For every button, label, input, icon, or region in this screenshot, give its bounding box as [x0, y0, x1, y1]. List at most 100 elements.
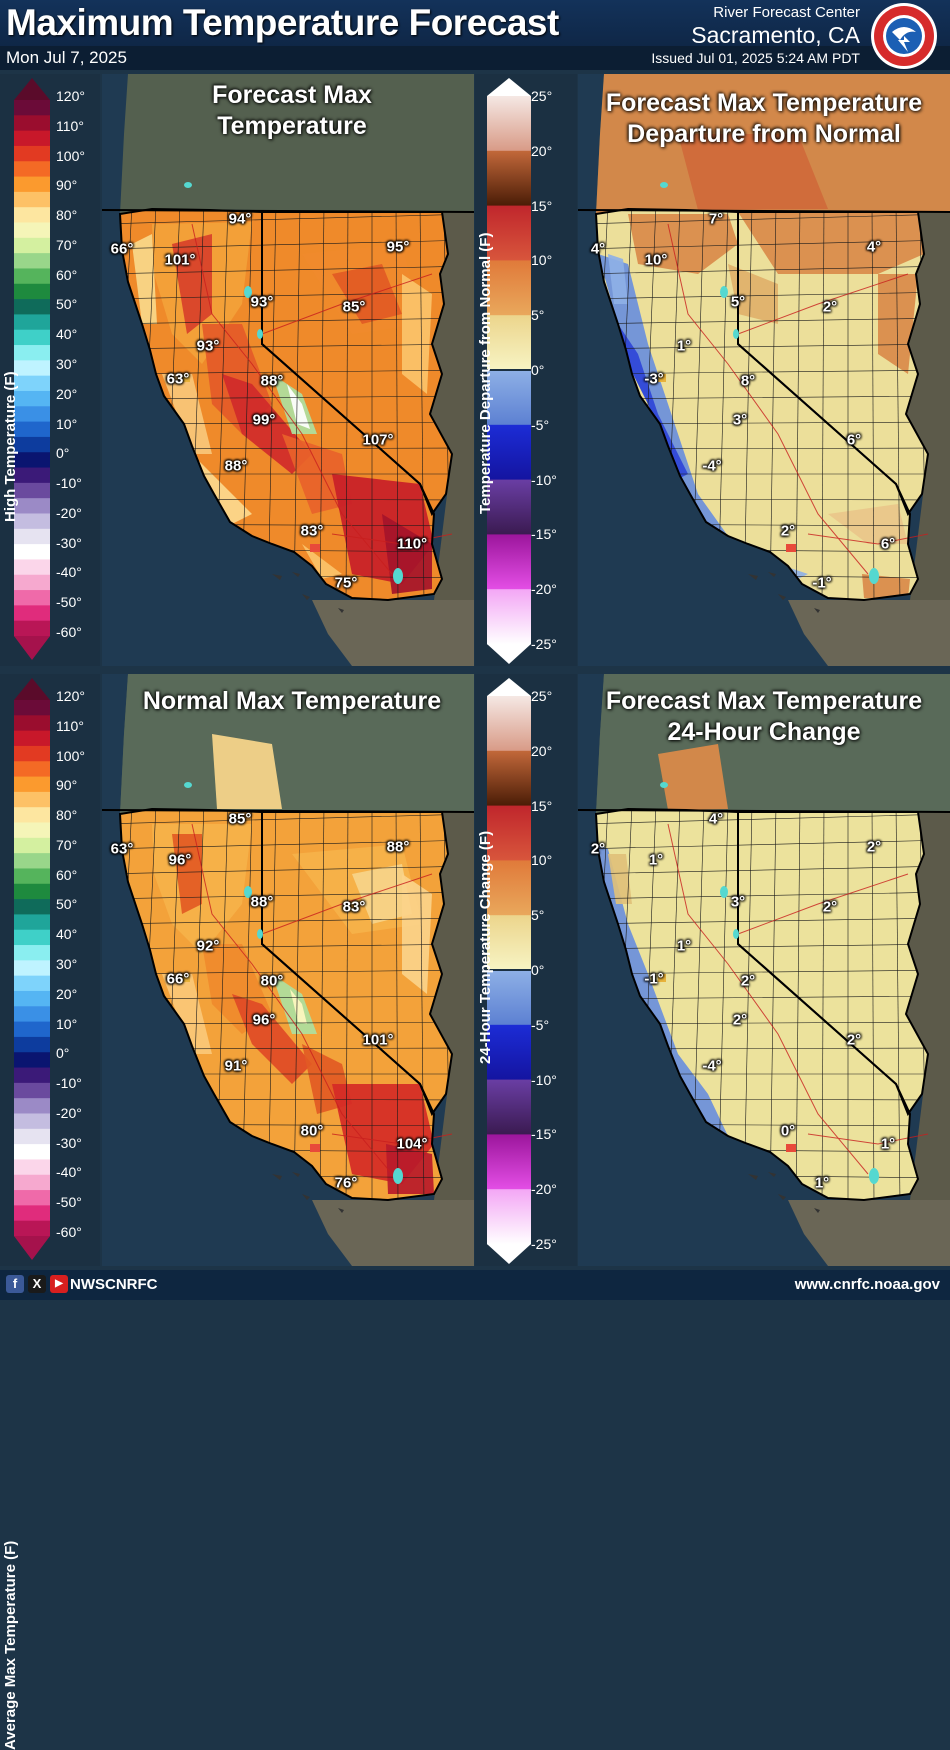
high-temp-segment	[14, 406, 50, 423]
change-tick-label: 20°	[531, 742, 553, 759]
average-temp-tick-label: -20°	[56, 1104, 82, 1121]
temperature-value-label: 2°	[732, 1011, 748, 1029]
average-temp-segment	[14, 700, 50, 716]
website-link[interactable]: www.cnrfc.noaa.gov	[794, 1276, 940, 1293]
high-temp-tick-label: 90°	[56, 177, 78, 194]
temperature-zone	[162, 374, 212, 454]
x-icon[interactable]: X	[28, 1275, 46, 1293]
office-city: Sacramento, CA	[691, 22, 860, 48]
temperature-zone	[162, 974, 212, 1054]
los-angeles-marker	[310, 1144, 320, 1152]
channel-island	[814, 608, 820, 613]
temperature-value-label: 3°	[730, 893, 746, 911]
temperature-value-label: 95°	[386, 238, 410, 256]
average-temp-segment	[14, 1128, 50, 1145]
los-angeles-marker	[786, 544, 796, 552]
temperature-value-label: 83°	[342, 898, 366, 916]
high-temp-segment	[14, 299, 50, 315]
high-temp-colorbar	[14, 78, 50, 660]
temperature-value-label: 104°	[396, 1135, 428, 1153]
bay-area-marker	[658, 974, 666, 982]
channel-island	[302, 1194, 310, 1200]
high-temp-tick-label: 100°	[56, 147, 85, 164]
facebook-icon[interactable]: f	[6, 1275, 24, 1293]
high-temp-segment	[14, 191, 50, 208]
channel-island	[272, 574, 282, 580]
bay-area-marker	[658, 374, 666, 382]
departure-segment	[487, 589, 531, 645]
social-handle[interactable]: NWSCNRFC	[70, 1276, 158, 1293]
change-tick-label: -5°	[531, 1016, 550, 1033]
high-temp-segment	[14, 467, 50, 484]
change-tick-label: 25°	[531, 688, 553, 704]
temperature-value-label: 4°	[866, 238, 882, 256]
average-temp-legend: 120° 110° 100° 90° 80° 70° 60° 50° 40° 30° 20° 10° 0…	[0, 674, 100, 1750]
change-segment	[487, 1134, 531, 1190]
lake-tahoe	[720, 886, 728, 898]
channel-island	[272, 1174, 282, 1180]
channel-island	[778, 594, 786, 600]
departure-legend: 25° 20° 15° 10° 5° 0° -5° -10° -15° -20° -25° Temp…	[475, 74, 577, 666]
temperature-value-label: 7°	[708, 210, 724, 228]
change-segment	[487, 970, 531, 1026]
high-temp-tick-label: 40°	[56, 326, 78, 343]
temperature-value-label: -4°	[702, 1057, 722, 1075]
change-segment	[487, 1024, 531, 1081]
average-temp-tick-label: 10°	[56, 1015, 78, 1032]
average-temp-axis-label: Average Max Temperature (F)	[2, 1540, 19, 1750]
lake	[184, 182, 192, 188]
departure-tick-label: 0°	[531, 362, 545, 378]
temperature-zone	[132, 234, 157, 324]
youtube-icon[interactable]: ▶	[50, 1275, 68, 1293]
temperature-zone	[232, 994, 312, 1084]
high-temp-tick-label: 20°	[56, 385, 78, 402]
temperature-value-label: 2°	[780, 522, 796, 540]
high-temp-tick-label: 10°	[56, 415, 78, 432]
average-temp-segment	[14, 853, 50, 869]
high-temp-tick-label: 30°	[56, 356, 78, 372]
average-temp-segment	[14, 1113, 50, 1130]
nws-logo[interactable]	[870, 2, 938, 70]
departure-segment	[487, 534, 531, 590]
salton-sea	[393, 568, 403, 584]
high-temp-segment	[14, 513, 50, 530]
temperature-zone	[628, 214, 738, 274]
temperature-value-label: 76°	[334, 1174, 358, 1192]
change-colorbar	[487, 678, 531, 1264]
high-temp-segment	[14, 268, 50, 285]
lake	[733, 329, 739, 339]
average-temp-segment	[14, 761, 50, 778]
average-temp-colorbar	[14, 678, 50, 1260]
mexico-terrain	[788, 600, 950, 666]
forecast-max-temp-map: Forecast Max Temperature 66° 101° 94° 95° 93…	[102, 74, 474, 666]
high-temp-segment	[14, 360, 50, 377]
salton-sea	[393, 1168, 403, 1184]
departure-segment	[487, 260, 531, 316]
temperature-value-label: 93°	[196, 337, 220, 355]
temperature-zone	[302, 544, 342, 579]
forecast-map-canvas	[102, 74, 474, 666]
temperature-value-label: 93°	[250, 293, 274, 311]
high-temp-segment	[14, 100, 50, 116]
temperature-value-label: 85°	[342, 298, 366, 316]
temperature-value-label: 2°	[740, 972, 756, 990]
average-temp-segment	[14, 715, 50, 732]
high-temp-segment	[14, 161, 50, 178]
temperature-value-label: 1°	[814, 1174, 830, 1192]
average-temp-segment	[14, 1067, 50, 1084]
temperature-value-label: 2°	[866, 838, 882, 856]
temperature-zone	[402, 874, 432, 994]
departure-segment	[487, 370, 531, 426]
temperature-value-label: 88°	[250, 893, 274, 911]
temperature-value-label: 1°	[648, 851, 664, 869]
temperature-value-label: 5°	[730, 293, 746, 311]
nevada-border	[737, 811, 930, 1117]
departure-tick-label: -20°	[531, 581, 557, 598]
temperature-value-label: 88°	[386, 838, 410, 856]
high-temp-segment	[14, 559, 50, 576]
high-temp-segment	[14, 544, 50, 560]
average-temp-tick-label: 90°	[56, 777, 78, 794]
high-temp-segment	[14, 436, 50, 453]
average-temp-tick-label: 80°	[56, 807, 78, 824]
average-temp-tick-label: -30°	[56, 1134, 82, 1151]
